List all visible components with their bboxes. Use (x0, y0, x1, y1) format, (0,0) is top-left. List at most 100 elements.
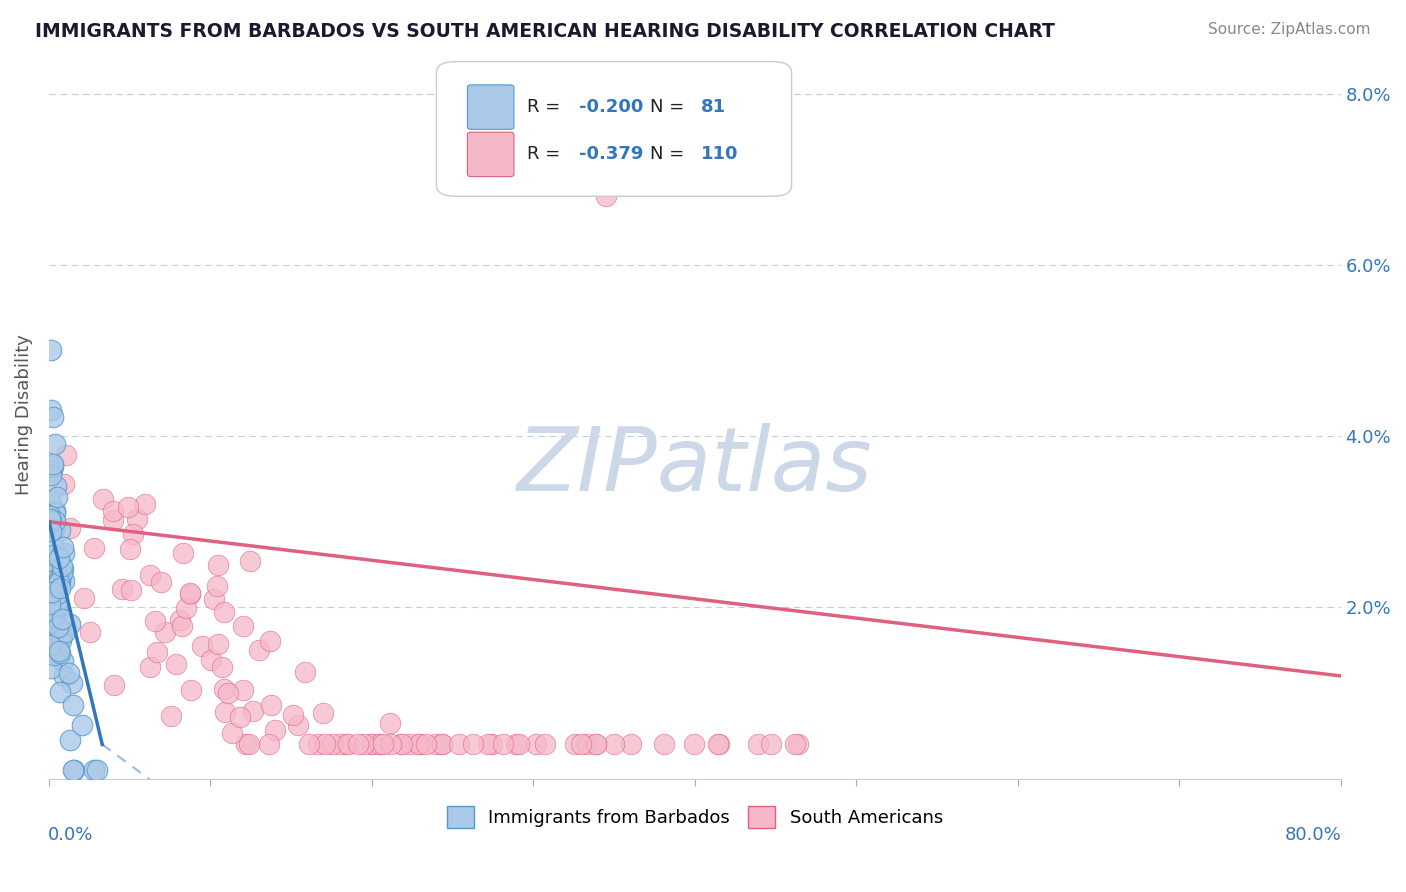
FancyBboxPatch shape (436, 62, 792, 196)
Point (48, 644, 70, 658)
Point (524, 738, 547, 752)
Point (214, 705, 236, 719)
Point (505, 738, 527, 752)
Point (336, 738, 359, 752)
Point (205, 579, 228, 593)
Point (380, 738, 402, 752)
Point (368, 738, 391, 752)
Point (353, 738, 375, 752)
Point (329, 738, 352, 752)
Point (134, 497, 156, 511)
Point (170, 619, 193, 633)
Point (165, 657, 187, 671)
Text: 81: 81 (702, 98, 727, 116)
Point (44, 607, 66, 621)
Point (42, 608, 65, 623)
Point (179, 587, 201, 601)
Text: Source: ZipAtlas.com: Source: ZipAtlas.com (1208, 22, 1371, 37)
Point (706, 738, 728, 752)
Point (46, 598, 69, 612)
Point (45, 479, 67, 493)
Point (52, 546, 75, 560)
Point (179, 585, 201, 599)
Text: -0.379: -0.379 (578, 145, 643, 163)
Text: R =: R = (527, 145, 565, 163)
Point (44, 646, 66, 660)
Point (347, 738, 370, 752)
Point (46, 595, 69, 609)
Point (117, 500, 139, 514)
Point (38, 511, 60, 525)
Point (399, 738, 422, 752)
Point (263, 723, 285, 738)
Point (200, 653, 222, 667)
Point (312, 706, 335, 721)
Point (564, 738, 586, 752)
Point (787, 738, 810, 752)
Point (45, 582, 67, 596)
Point (83, 541, 105, 555)
Point (461, 738, 484, 752)
Point (42, 540, 65, 554)
Point (52, 477, 75, 491)
Point (42, 522, 65, 536)
Point (228, 710, 250, 724)
Point (48, 573, 70, 587)
Text: 110: 110 (702, 145, 738, 163)
Point (42, 459, 65, 474)
FancyBboxPatch shape (467, 85, 515, 129)
Point (39, 343, 62, 358)
Point (139, 660, 162, 674)
Point (59, 733, 82, 747)
Point (122, 527, 145, 541)
Point (45, 490, 67, 504)
Point (307, 738, 329, 752)
Point (73, 591, 96, 606)
Point (145, 645, 167, 659)
Point (46, 626, 69, 640)
Point (232, 683, 254, 698)
Point (360, 738, 382, 752)
Point (53, 668, 76, 682)
Point (39, 508, 62, 523)
Point (481, 738, 503, 752)
Point (214, 605, 236, 619)
Point (44, 514, 66, 528)
Point (48, 551, 70, 566)
Point (51, 559, 73, 574)
Point (41, 403, 63, 417)
Point (242, 704, 264, 718)
Point (212, 682, 235, 697)
Point (52, 574, 75, 589)
Point (101, 504, 124, 518)
Point (169, 614, 191, 628)
Point (430, 738, 453, 752)
Point (58, 521, 80, 535)
Point (39, 522, 62, 536)
Point (44, 503, 66, 517)
Point (260, 698, 283, 712)
Point (620, 738, 643, 752)
Point (389, 738, 412, 752)
Point (83, 763, 105, 777)
Point (211, 660, 233, 674)
Legend: Immigrants from Barbados, South Americans: Immigrants from Barbados, South American… (440, 798, 950, 835)
FancyBboxPatch shape (467, 132, 515, 177)
Point (44, 605, 66, 619)
Point (55, 448, 77, 462)
Point (44, 573, 66, 587)
Point (39, 580, 62, 594)
Point (373, 738, 395, 752)
Point (44, 436, 66, 450)
Point (39, 467, 62, 482)
Point (41, 608, 63, 623)
Point (783, 738, 806, 752)
Point (52, 654, 75, 668)
Point (683, 738, 706, 752)
Point (53, 625, 76, 640)
Point (48, 575, 70, 590)
Point (103, 678, 125, 692)
Point (707, 738, 730, 752)
Point (49, 632, 72, 647)
Point (39, 660, 62, 674)
